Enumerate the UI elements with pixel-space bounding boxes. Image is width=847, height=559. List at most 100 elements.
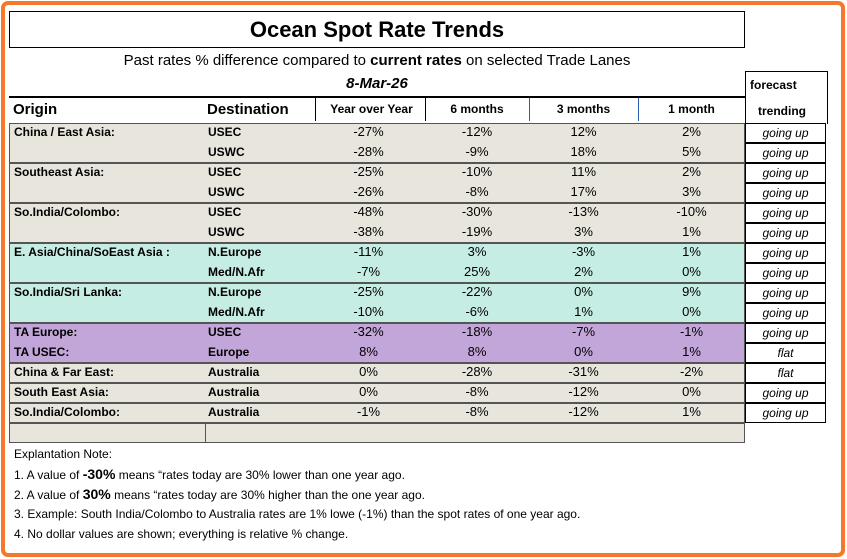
cell-6-months: -18% <box>461 324 493 339</box>
cell-destination: Med/N.Afr <box>208 305 265 319</box>
cell-year-over-year: 8% <box>359 344 378 359</box>
subtitle-text: Past rates % difference compared to <box>123 52 371 69</box>
cell-destination: N.Europe <box>208 245 262 259</box>
cell-3-months: -13% <box>568 204 599 219</box>
cell-6-months: -10% <box>461 164 493 179</box>
cell-6-months: -8% <box>465 404 489 419</box>
cell-3-months: 1% <box>574 304 593 319</box>
row-group <box>9 383 745 403</box>
cell-6-months: -8% <box>465 384 489 399</box>
cell-6-months: -30% <box>461 204 493 219</box>
cell-3-months: 17% <box>570 184 597 199</box>
cell-destination: USWC <box>208 185 245 199</box>
cell-year-over-year: -7% <box>356 264 381 279</box>
cell-destination: N.Europe <box>208 285 262 299</box>
col-destination: Destination <box>207 101 289 118</box>
report-date: 8-Mar-26 <box>346 75 408 92</box>
cell-year-over-year: -25% <box>353 284 384 299</box>
cell-6-months: -19% <box>461 224 493 239</box>
subtitle: Past rates % difference compared to curr… <box>9 50 745 72</box>
cell-origin: TA USEC: <box>14 345 70 359</box>
cell-forecast: going up <box>745 403 826 423</box>
cell-6-months: 8% <box>467 344 487 359</box>
col-6-months: 6 months <box>450 102 504 116</box>
row-group <box>9 403 745 423</box>
cell-forecast: going up <box>745 163 826 183</box>
cell-3-months: 12% <box>570 124 597 139</box>
cell-year-over-year: -11% <box>353 244 384 259</box>
row-group <box>9 363 745 383</box>
cell-forecast: going up <box>745 283 826 303</box>
cell-year-over-year: -27% <box>353 124 384 139</box>
cell-1-month: 0% <box>682 264 701 279</box>
cell-1-month: 3% <box>682 184 701 199</box>
note-1-pre: 1. A value of <box>14 468 83 482</box>
cell-destination: USWC <box>208 145 245 159</box>
cell-1-month: 1% <box>682 224 701 239</box>
cell-1-month: 2% <box>682 124 701 139</box>
cell-origin: Southeast Asia: <box>14 165 105 179</box>
cell-1-month: 0% <box>682 304 701 319</box>
cell-origin: TA Europe: <box>14 325 78 339</box>
cell-1-month: 1% <box>682 244 701 259</box>
cell-origin: So.India/Colombo: <box>14 405 120 419</box>
cell-3-months: 11% <box>570 164 597 179</box>
cell-origin <box>14 142 204 162</box>
note-heading: Explantation Note: <box>14 447 113 461</box>
cell-year-over-year: -32% <box>353 324 384 339</box>
row-group <box>9 243 745 283</box>
note-2-pre: 2. A value of <box>14 488 83 502</box>
cell-forecast: going up <box>745 383 826 403</box>
cell-1-month: 9% <box>682 284 701 299</box>
subtitle-emphasis: current rates <box>370 52 462 69</box>
cell-3-months: -3% <box>571 244 596 259</box>
cell-3-months: -7% <box>571 324 596 339</box>
cell-forecast: going up <box>745 203 826 223</box>
forecast-header-line2: trending <box>758 104 806 118</box>
cell-1-month: 5% <box>682 144 701 159</box>
cell-6-months: -9% <box>465 144 489 159</box>
cell-origin: So.India/Colombo: <box>14 205 120 219</box>
row-group <box>9 323 745 363</box>
cell-1-month: 2% <box>682 164 701 179</box>
cell-year-over-year: -48% <box>353 204 384 219</box>
col-1-month: 1 month <box>668 102 715 116</box>
cell-forecast: going up <box>745 183 826 203</box>
cell-year-over-year: -26% <box>353 184 384 199</box>
note-1: 1. A value of -30% means “rates today ar… <box>14 466 405 483</box>
cell-1-month: 1% <box>682 404 701 419</box>
cell-1-month: 0% <box>682 384 701 399</box>
cell-year-over-year: -28% <box>353 144 384 159</box>
cell-year-over-year: -25% <box>353 164 384 179</box>
cell-3-months: 0% <box>574 344 593 359</box>
note-1-value: -30% <box>82 466 116 482</box>
note-2: 2. A value of 30% means “rates today are… <box>14 486 425 503</box>
page-title: Ocean Spot Rate Trends <box>9 11 745 48</box>
cell-destination: Australia <box>208 385 260 399</box>
cell-origin <box>14 302 204 322</box>
note-2-value: 30% <box>82 486 111 502</box>
cell-year-over-year: -38% <box>353 224 384 239</box>
subtitle-text-end: on selected Trade Lanes <box>461 52 631 69</box>
row-group <box>9 283 745 323</box>
cell-origin: South East Asia: <box>14 385 109 399</box>
cell-3-months: 0% <box>574 284 593 299</box>
note-3: 3. Example: South India/Colombo to Austr… <box>14 507 581 521</box>
cell-1-month: -2% <box>679 364 704 379</box>
cell-forecast: going up <box>745 323 826 343</box>
cell-destination: USEC <box>208 205 242 219</box>
note-2-post: means “rates today are 30% higher than t… <box>110 488 425 502</box>
cell-origin <box>14 222 204 242</box>
cell-year-over-year: 0% <box>359 384 378 399</box>
cell-3-months: 3% <box>574 224 593 239</box>
cell-forecast: going up <box>745 123 826 143</box>
cell-forecast: flat <box>745 363 826 383</box>
cell-origin <box>14 262 204 282</box>
cell-6-months: 3% <box>467 244 487 259</box>
note-1-post: means “rates today are 30% lower than on… <box>115 468 405 482</box>
cell-origin: China / East Asia: <box>14 125 115 139</box>
cell-1-month: 1% <box>682 344 701 359</box>
row-group <box>9 203 745 243</box>
row-group <box>9 123 745 163</box>
cell-forecast: going up <box>745 243 826 263</box>
